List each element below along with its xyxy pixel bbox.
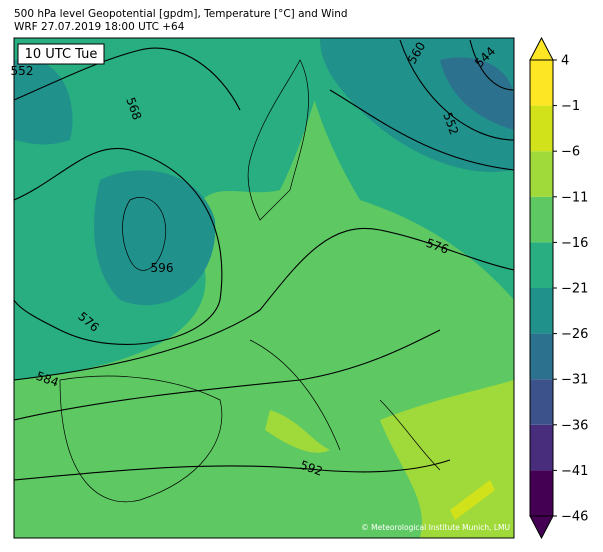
time-label: 10 UTC Tue: [25, 47, 98, 62]
colorbar-tick-label: −46: [561, 510, 588, 525]
colorbar-segment: [530, 60, 553, 106]
colorbar-segment: [530, 105, 553, 152]
colorbar-tick-label: −26: [561, 327, 588, 342]
colorbar-tick-label: −16: [561, 236, 588, 251]
map-frame: [13, 37, 515, 539]
colorbar-tick-label: −36: [561, 418, 588, 433]
colorbar-tick-label: −11: [561, 190, 588, 205]
contour-label: 596: [151, 261, 174, 275]
colorbar-segment: [530, 470, 553, 516]
colorbar-tick-label: −21: [561, 282, 588, 297]
colorbar-extend-top: [529, 36, 554, 61]
colorbar-tick-label: 4: [561, 54, 569, 69]
colorbar: −46 −41 −36 −31 −26 −21 −16 −11 −6 −1 4: [529, 36, 588, 540]
colorbar-segment: [530, 379, 553, 425]
colorbar-segment: [530, 196, 553, 243]
credit: © Meteorological Institute Munich, LMU: [361, 523, 510, 532]
contour-label: 552: [11, 64, 34, 78]
colorbar-tick-label: −31: [561, 373, 588, 388]
title: 500 hPa level Geopotential [gpdm], Tempe…: [14, 8, 348, 20]
colorbar-tick-label: −41: [561, 464, 588, 479]
time-box: [17, 43, 105, 65]
colorbar-segment: [530, 242, 553, 288]
subtitle: WRF 27.07.2019 18:00 UTC +64: [14, 21, 185, 33]
colorbar-tick-label: −1: [561, 99, 580, 114]
colorbar-segment: [530, 151, 553, 197]
colorbar-tick-label: −6: [561, 145, 580, 160]
colorbar-extend-bottom: [529, 515, 554, 540]
colorbar-segment: [530, 424, 553, 471]
map-fields: [14, 38, 514, 538]
colorbar-segment: [530, 333, 553, 380]
colorbar-segment: [530, 288, 553, 334]
